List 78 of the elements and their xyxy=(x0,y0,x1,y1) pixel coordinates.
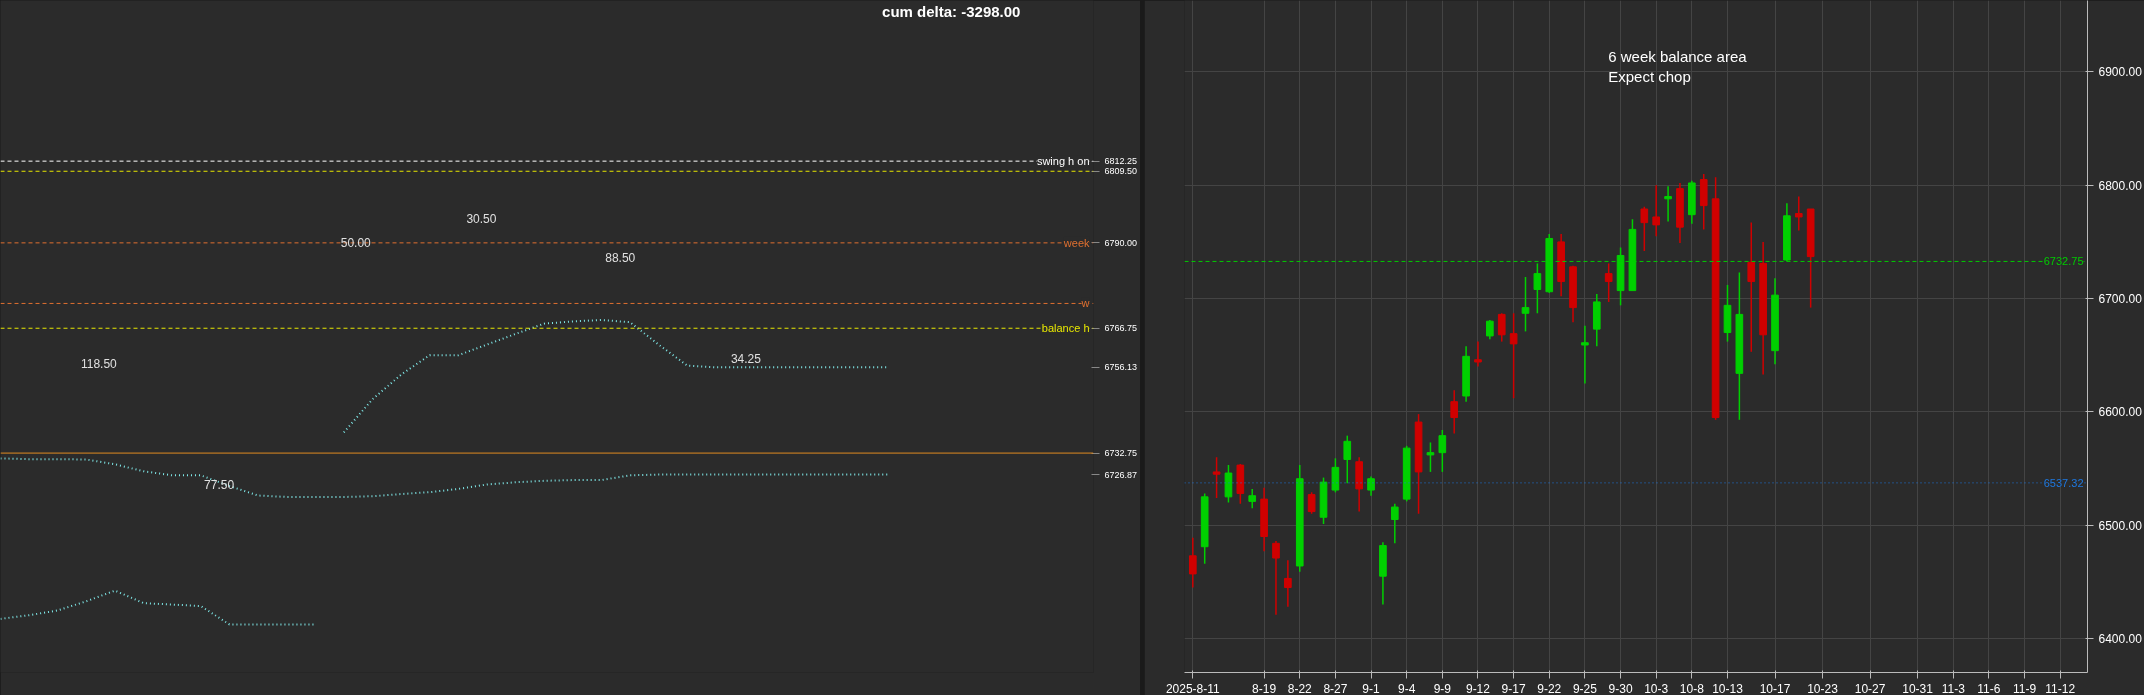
y-tick-label: 6800.00 xyxy=(2098,178,2143,193)
x-tick-label: 8-22 xyxy=(1287,681,1313,695)
ref-line-label: swing h on xyxy=(1036,155,1090,168)
annotation: 88.50 xyxy=(605,250,636,265)
line-series xyxy=(0,457,889,498)
x-tick-label: 10-13 xyxy=(1712,681,1744,695)
x-tick-label: 9-22 xyxy=(1537,681,1562,695)
x-tick-label: 10-17 xyxy=(1759,681,1791,695)
candlestick xyxy=(1509,312,1518,400)
candlestick xyxy=(1640,206,1649,252)
y-tick-label: 6500.00 xyxy=(2098,518,2143,533)
y-tick-label: 6809.50 xyxy=(1104,166,1138,177)
candlestick xyxy=(1652,184,1661,237)
x-tick-label: 10-3 xyxy=(1644,681,1669,695)
candlestick xyxy=(1497,312,1506,343)
x-tick-label: 9-9 xyxy=(1433,681,1452,695)
y-tick-label: 6790.00 xyxy=(1104,237,1138,248)
line-series xyxy=(342,318,889,434)
x-tick-label: 2025-8-11 xyxy=(1165,681,1221,695)
ref-line-label: 6732.75 xyxy=(2043,255,2084,268)
annotation: 34.25 xyxy=(730,352,762,367)
x-tick-label: 9-17 xyxy=(1501,681,1526,695)
y-tick-label: 6732.75 xyxy=(1104,448,1138,459)
x-tick-label: 11-12 xyxy=(2045,681,2076,695)
candlestick xyxy=(1664,185,1672,223)
x-tick-label: 10-31 xyxy=(1902,681,1934,695)
y-tick-label: 6400.00 xyxy=(2098,632,2143,646)
ref-line-label: w xyxy=(1080,297,1090,310)
y-tick-label: 6766.75 xyxy=(1104,323,1138,334)
annotation: 118.50 xyxy=(80,356,118,371)
candlestick xyxy=(1450,389,1459,435)
ref-line-label: 6537.32 xyxy=(2043,476,2084,489)
candlestick xyxy=(1426,441,1435,473)
x-tick-label: 10-27 xyxy=(1854,681,1886,695)
ref-line-label: balance h xyxy=(1041,322,1090,335)
y-tick-label: 6812.25 xyxy=(1104,156,1138,167)
x-tick-label: 9-1 xyxy=(1362,681,1381,695)
y-tick-label: 6600.00 xyxy=(2098,405,2143,420)
annotation: 77.50 xyxy=(204,477,235,492)
annotation: 6 week balance area Expect chop xyxy=(1608,47,1748,85)
candlestick xyxy=(1486,319,1494,341)
y-tick-label: 6900.00 xyxy=(2098,65,2143,80)
x-tick-label: 11-3 xyxy=(1941,681,1966,695)
x-tick-label: 8-19 xyxy=(1252,681,1277,695)
candlestick xyxy=(1212,456,1221,499)
candlestick xyxy=(1224,464,1233,504)
candlestick xyxy=(1284,559,1292,608)
x-tick-label: 11-9 xyxy=(2012,681,2037,695)
y-tick-label: 6700.00 xyxy=(2098,292,2143,307)
x-tick-label: 9-25 xyxy=(1572,681,1598,695)
candlestick xyxy=(1604,262,1613,303)
annotation: 50.00 xyxy=(340,235,372,250)
x-tick-label: 10-8 xyxy=(1679,681,1705,695)
y-tick-label: 6756.13 xyxy=(1104,362,1138,373)
candlestick xyxy=(1390,502,1399,545)
candlestick xyxy=(1474,340,1482,368)
candlestick xyxy=(1747,221,1756,353)
y-tick-label: 6726.87 xyxy=(1104,469,1138,480)
x-tick-label: 8-27 xyxy=(1323,681,1348,695)
candlestick xyxy=(1248,488,1257,509)
candlestick xyxy=(1272,540,1280,616)
x-tick-label: 9-12 xyxy=(1465,681,1491,695)
candlestick xyxy=(1343,434,1352,484)
x-tick-label: 9-4 xyxy=(1398,681,1416,695)
candlestick xyxy=(1307,491,1316,515)
annotation: cum delta: -3298.00 xyxy=(882,2,1021,20)
candlestick xyxy=(1367,475,1375,497)
candlestick xyxy=(1794,195,1803,232)
annotation: 30.50 xyxy=(466,212,497,227)
candlestick xyxy=(1581,324,1589,385)
candlestick xyxy=(1188,536,1197,589)
candlestick xyxy=(1331,457,1340,494)
candlestick xyxy=(1521,276,1530,333)
x-tick-label: 11-6 xyxy=(1977,681,2001,695)
candlestick xyxy=(1438,429,1447,473)
ref-line-label: week xyxy=(1062,236,1090,249)
x-tick-label: 10-23 xyxy=(1807,681,1839,695)
x-tick-label: 9-30 xyxy=(1608,681,1633,695)
